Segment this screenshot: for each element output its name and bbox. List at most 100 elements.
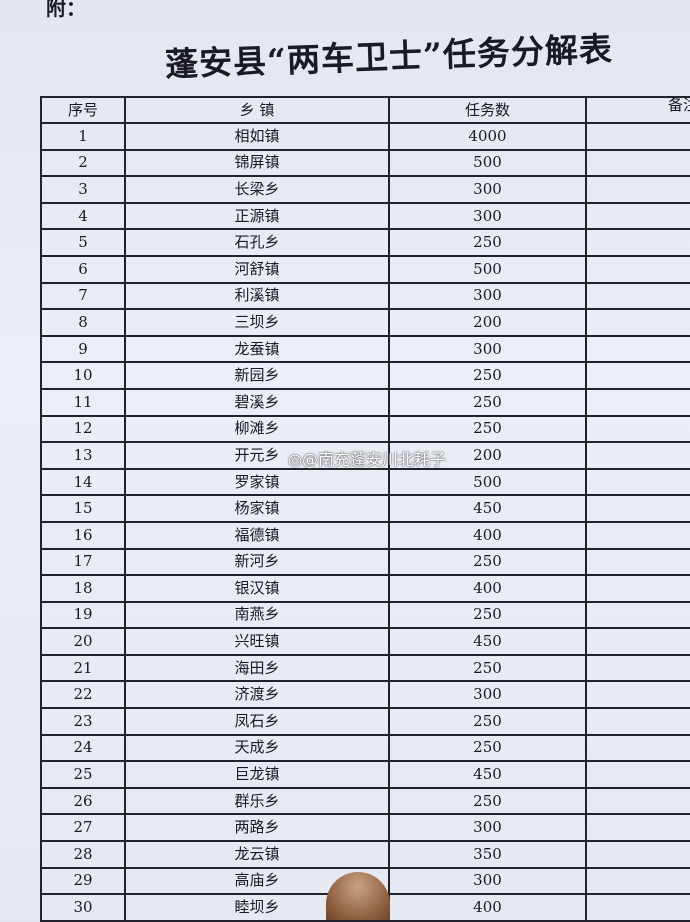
table-row: 16 福德镇 400 xyxy=(40,520,690,550)
row-index: 12 xyxy=(40,414,126,444)
row-town: 兴旺镇 xyxy=(124,627,390,656)
row-index: 21 xyxy=(40,653,126,683)
table-row: 22 济渡乡 300 xyxy=(40,680,690,710)
watermark-text: @南充蓬安川北耗子 xyxy=(301,450,446,469)
row-town: 罗家镇 xyxy=(124,467,390,497)
thumb xyxy=(326,872,390,920)
weibo-icon: ◎ xyxy=(288,450,302,469)
table-row: 14 罗家镇 500 xyxy=(40,467,690,497)
row-town: 两路乡 xyxy=(124,813,390,843)
row-town: 福德镇 xyxy=(124,520,390,550)
row-town: 相如镇 xyxy=(124,122,390,151)
row-index: 22 xyxy=(40,680,126,710)
row-index: 6 xyxy=(40,254,126,284)
row-tasks: 300 xyxy=(388,813,587,843)
row-tasks: 250 xyxy=(388,600,587,630)
row-tasks: 500 xyxy=(388,467,587,497)
table-row: 25 巨龙镇 450 xyxy=(40,760,690,789)
row-remarks xyxy=(585,574,690,603)
table-row: 2 锦屏镇 500 xyxy=(40,148,690,178)
task-table: 序号 乡 镇 任务数 备注 1相如镇40002锦屏镇5003长梁乡3004正源镇… xyxy=(40,96,690,922)
row-index: 11 xyxy=(40,387,126,417)
table-row: 23 凤石乡 250 xyxy=(40,707,690,736)
row-tasks: 450 xyxy=(388,494,587,523)
table-row: 20 兴旺镇 450 xyxy=(40,627,690,656)
row-tasks: 450 xyxy=(388,760,587,789)
attachment-label: 附： xyxy=(46,0,86,20)
row-remarks xyxy=(585,441,690,470)
table-row: 6 河舒镇 500 xyxy=(40,254,690,284)
row-index: 30 xyxy=(40,893,126,922)
row-remarks xyxy=(585,840,690,869)
row-town: 天成乡 xyxy=(124,733,390,763)
row-tasks: 4000 xyxy=(388,122,587,151)
row-remarks xyxy=(585,308,690,337)
row-index: 3 xyxy=(40,175,126,204)
row-index: 4 xyxy=(40,201,126,231)
row-town: 南燕乡 xyxy=(124,600,390,630)
row-remarks xyxy=(585,334,690,364)
row-index: 5 xyxy=(40,228,126,257)
row-tasks: 400 xyxy=(388,574,587,603)
document-title: 蓬安县“两车卫士”任务分解表 xyxy=(164,29,614,84)
row-tasks: 400 xyxy=(388,520,587,550)
row-town: 新河乡 xyxy=(124,547,390,577)
row-tasks: 200 xyxy=(388,308,587,337)
row-remarks xyxy=(585,627,690,656)
header-town: 乡 镇 xyxy=(124,96,390,124)
table-row: 3 长梁乡 300 xyxy=(40,175,690,204)
row-town: 群乐乡 xyxy=(124,786,390,816)
row-index: 27 xyxy=(40,813,126,843)
row-town: 龙蚕镇 xyxy=(124,334,390,364)
row-remarks xyxy=(585,813,690,843)
row-index: 29 xyxy=(40,866,126,896)
header-remarks: 备注 xyxy=(585,96,690,124)
row-remarks xyxy=(585,201,690,231)
row-tasks: 500 xyxy=(388,254,587,284)
row-tasks: 400 xyxy=(388,893,587,922)
row-index: 17 xyxy=(40,547,126,577)
row-tasks: 300 xyxy=(388,281,587,311)
table-row: 15 杨家镇 450 xyxy=(40,494,690,523)
table-row: 17 新河乡 250 xyxy=(40,547,690,577)
row-remarks xyxy=(585,786,690,816)
row-index: 10 xyxy=(40,361,126,390)
row-remarks xyxy=(585,148,690,178)
table-row: 1 相如镇 4000 xyxy=(40,122,690,151)
row-index: 8 xyxy=(40,308,126,337)
row-town: 开元乡 xyxy=(124,441,390,470)
row-tasks: 250 xyxy=(388,228,587,257)
row-index: 25 xyxy=(40,760,126,789)
row-tasks: 250 xyxy=(388,653,587,683)
row-tasks: 250 xyxy=(388,361,587,390)
table-row: 13 开元乡 200 xyxy=(40,441,690,470)
table-row: 4 正源镇 300 xyxy=(40,201,690,231)
row-remarks xyxy=(585,707,690,736)
table-row: 21 海田乡 250 xyxy=(40,653,690,683)
row-remarks xyxy=(585,361,690,390)
table-row: 7 利溪镇 300 xyxy=(40,281,690,311)
row-remarks xyxy=(585,122,690,151)
row-tasks: 450 xyxy=(388,627,587,656)
row-town: 龙云镇 xyxy=(124,840,390,869)
table-header-row: 序号 乡 镇 任务数 备注 xyxy=(40,96,690,124)
watermark: ◎@南充蓬安川北耗子 xyxy=(288,451,446,469)
row-tasks: 350 xyxy=(388,840,587,869)
row-town: 长梁乡 xyxy=(124,175,390,204)
row-town: 杨家镇 xyxy=(124,494,390,523)
row-index: 9 xyxy=(40,334,126,364)
row-index: 13 xyxy=(40,441,126,470)
row-town: 正源镇 xyxy=(124,201,390,231)
table-row: 19 南燕乡 250 xyxy=(40,600,690,630)
header-tasks: 任务数 xyxy=(388,96,587,124)
row-index: 14 xyxy=(40,467,126,497)
row-town: 石孔乡 xyxy=(124,228,390,257)
row-remarks xyxy=(585,893,690,922)
row-remarks xyxy=(585,653,690,683)
table-row: 29 高庙乡 300 xyxy=(40,866,690,896)
row-tasks: 300 xyxy=(388,334,587,364)
row-remarks xyxy=(585,175,690,204)
row-tasks: 300 xyxy=(388,175,587,204)
row-town: 凤石乡 xyxy=(124,707,390,736)
row-town: 巨龙镇 xyxy=(124,760,390,789)
